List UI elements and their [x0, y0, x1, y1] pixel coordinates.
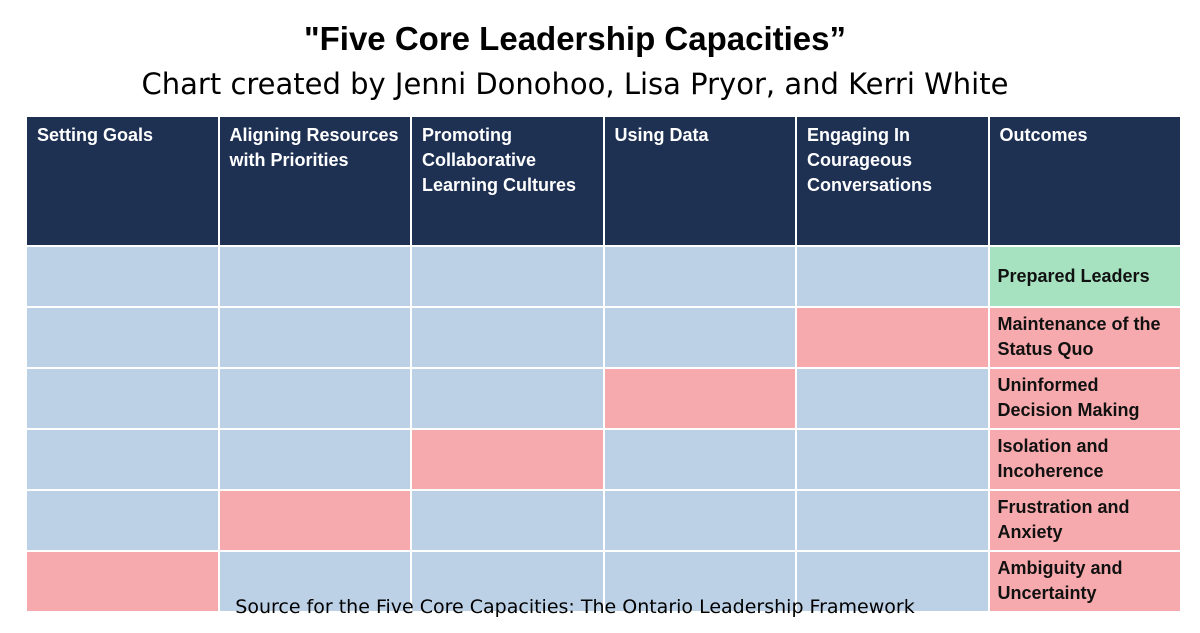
- capacity-cell: [217, 306, 412, 369]
- header-courageous-conversations: Engaging In Courageous Conversations: [795, 115, 990, 247]
- source-caption: Source for the Five Core Capacities: The…: [235, 596, 915, 618]
- capacity-cell: [25, 245, 220, 308]
- capacity-cell: [795, 245, 990, 308]
- outcome-cell: Prepared Leaders: [987, 245, 1182, 308]
- page-subtitle: Chart created by Jenni Donohoo, Lisa Pry…: [141, 67, 1009, 101]
- capacity-cell: [217, 245, 412, 308]
- outcome-cell: Ambiguity and Uncertainty: [987, 550, 1182, 613]
- table-row: Frustration and Anxiety: [25, 489, 1182, 552]
- capacity-cell: [410, 367, 605, 430]
- capacity-cell: [602, 245, 797, 308]
- header-outcomes: Outcomes: [987, 115, 1182, 247]
- outcome-cell: Isolation and Incoherence: [987, 428, 1182, 491]
- capacity-cell: [25, 306, 220, 369]
- capacity-cell: [25, 428, 220, 491]
- header-setting-goals: Setting Goals: [25, 115, 220, 247]
- missing-capacity-cell: [602, 367, 797, 430]
- table-row: Uninformed Decision Making: [25, 367, 1182, 430]
- outcome-cell: Maintenance of the Status Quo: [987, 306, 1182, 369]
- capacity-cell: [25, 367, 220, 430]
- outcome-cell: Frustration and Anxiety: [987, 489, 1182, 552]
- page-title: "Five Core Leadership Capacities”: [303, 20, 846, 57]
- capacity-cell: [410, 489, 605, 552]
- capacity-cell: [217, 367, 412, 430]
- capacity-cell: [602, 489, 797, 552]
- table-row: Isolation and Incoherence: [25, 428, 1182, 491]
- header-using-data: Using Data: [602, 115, 797, 247]
- capacity-cell: [795, 550, 990, 613]
- capacity-cell: [410, 550, 605, 613]
- capacity-cell: [410, 306, 605, 369]
- missing-capacity-cell: [410, 428, 605, 491]
- capacity-cell: [602, 428, 797, 491]
- header-aligning-resources: Aligning Resources with Priorities: [217, 115, 412, 247]
- missing-capacity-cell: [795, 306, 990, 369]
- capacity-cell: [410, 245, 605, 308]
- missing-capacity-cell: [217, 489, 412, 552]
- table-row: Maintenance of the Status Quo: [25, 306, 1182, 369]
- capacity-cell: [217, 550, 412, 613]
- capacity-cell: [795, 489, 990, 552]
- outcome-cell: Uninformed Decision Making: [987, 367, 1182, 430]
- capacity-cell: [795, 367, 990, 430]
- capacities-table: Setting Goals Aligning Resources with Pr…: [25, 115, 1182, 613]
- capacity-cell: [795, 428, 990, 491]
- table-row: Ambiguity and Uncertainty: [25, 550, 1182, 613]
- missing-capacity-cell: [25, 550, 220, 613]
- header-row: Setting Goals Aligning Resources with Pr…: [25, 115, 1182, 247]
- capacity-cell: [217, 428, 412, 491]
- header-promoting-collaborative: Promoting Collaborative Learning Culture…: [410, 115, 605, 247]
- table-row: Prepared Leaders: [25, 245, 1182, 308]
- capacity-cell: [602, 306, 797, 369]
- capacity-cell: [25, 489, 220, 552]
- capacity-cell: [602, 550, 797, 613]
